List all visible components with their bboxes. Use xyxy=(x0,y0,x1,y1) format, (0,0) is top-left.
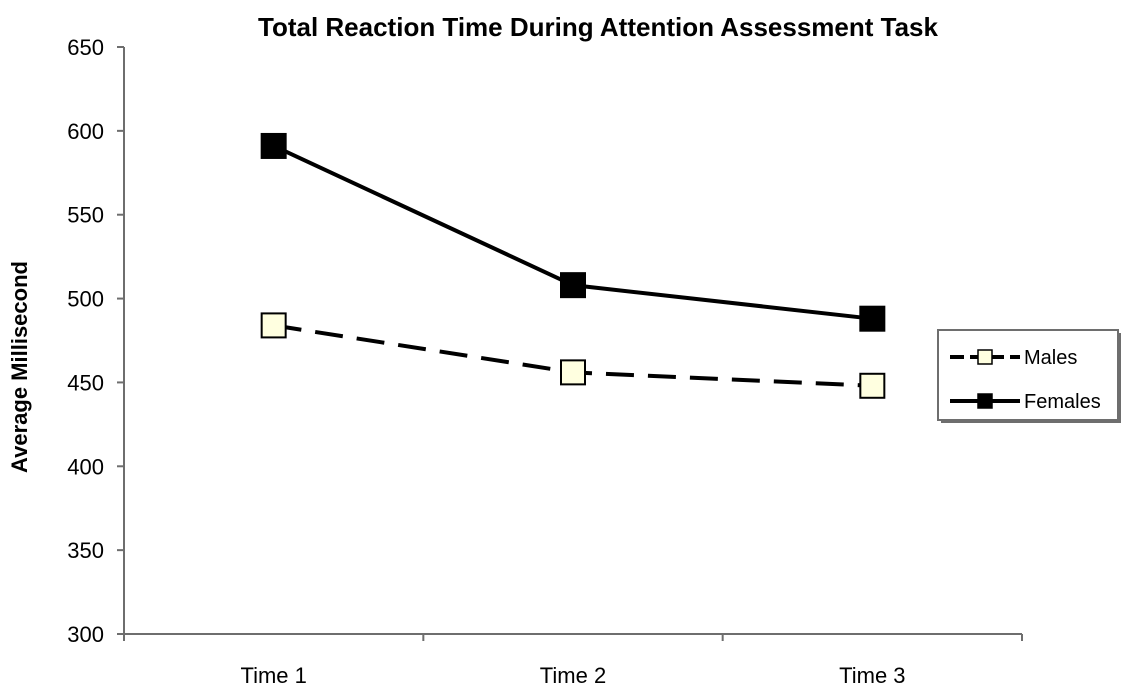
data-point-females xyxy=(560,272,586,299)
data-point-males xyxy=(260,312,287,339)
y-axis-label: Average Millisecond xyxy=(7,261,32,473)
y-tick-label: 650 xyxy=(67,35,104,60)
y-tick-label: 550 xyxy=(67,203,104,228)
x-tick-label: Time 1 xyxy=(240,663,306,687)
data-point-males xyxy=(859,372,886,399)
legend-items: Males Females xyxy=(950,347,1101,413)
legend-box xyxy=(937,329,1119,421)
series-layer xyxy=(260,132,886,399)
axes xyxy=(123,47,1022,635)
y-tick-label: 300 xyxy=(67,622,104,647)
y-tick-label: 450 xyxy=(67,370,104,395)
data-point-males xyxy=(560,359,586,386)
legend: Males Females xyxy=(937,329,1121,423)
data-point-females xyxy=(859,305,886,332)
x-tick-label: Time 3 xyxy=(839,663,905,687)
chart-title: Total Reaction Time During Attention Ass… xyxy=(258,12,939,42)
y-tick-label: 600 xyxy=(67,119,104,144)
legend-label-males: Males xyxy=(1024,347,1077,369)
x-tick-label: Time 2 xyxy=(540,663,606,687)
legend-marker-males xyxy=(977,349,993,365)
legend-marker-females xyxy=(977,393,993,409)
y-tick-label: 400 xyxy=(67,454,104,479)
y-tick-label: 500 xyxy=(67,287,104,312)
y-axis-ticks: 300 350 400 450 500 550 600 650 xyxy=(67,35,124,647)
x-axis-ticks: Time 1 Time 2 Time 3 xyxy=(123,634,1023,687)
data-point-females xyxy=(260,132,287,159)
legend-label-females: Females xyxy=(1024,391,1101,413)
y-tick-label: 350 xyxy=(67,538,104,563)
